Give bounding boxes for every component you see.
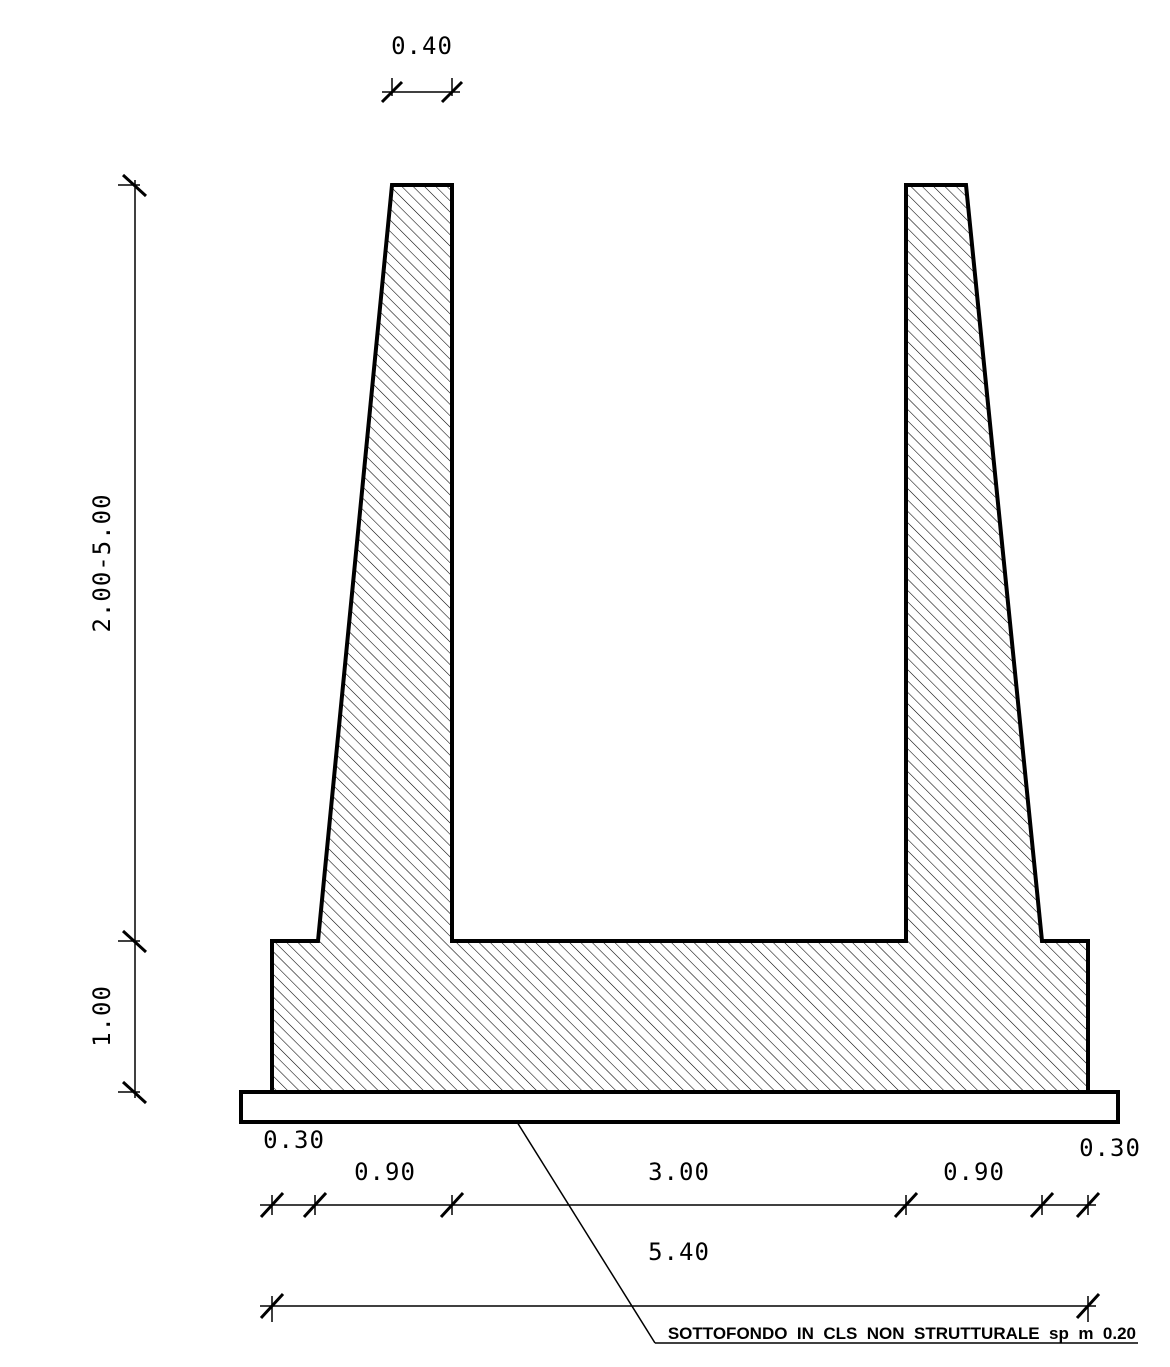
wall-height-label: 2.00-5.00: [88, 493, 116, 632]
subbase-leader: SOTTOFONDO IN CLS NON STRUTTURALE sp m 0…: [516, 1121, 1138, 1344]
left-taper-label: 0.90: [354, 1158, 416, 1186]
subbase-slab: [239, 1090, 1120, 1124]
u-channel-concrete-section: [270, 183, 1090, 1094]
right-taper-label: 0.90: [943, 1158, 1005, 1186]
total-width-label: 5.40: [648, 1238, 710, 1266]
top-width-dimension: 0.40: [380, 32, 464, 104]
vertical-dimension: 2.00-5.00 1.00: [88, 173, 148, 1105]
subbase-note: SOTTOFONDO IN CLS NON STRUTTURALE sp m 0…: [668, 1324, 1136, 1343]
inner-span-label: 3.00: [648, 1158, 710, 1186]
right-overhang-label: 0.30: [1079, 1134, 1141, 1162]
total-width-dimension: 5.40: [259, 1238, 1101, 1322]
left-overhang-label: 0.30: [263, 1126, 325, 1154]
bottom-partial-dimensions: 0.30 0.30 0.90 3.00 0.90: [259, 1126, 1141, 1219]
top-width-label: 0.40: [391, 32, 453, 60]
base-height-label: 1.00: [88, 985, 116, 1047]
